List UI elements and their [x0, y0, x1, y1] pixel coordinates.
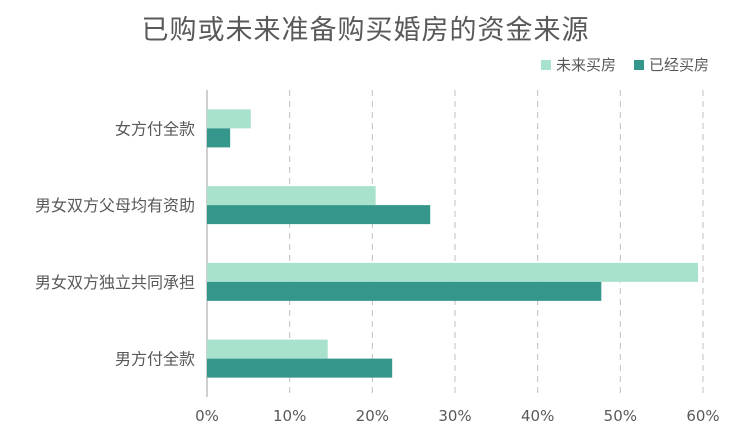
- x-tick-label: 20%: [356, 407, 389, 425]
- bar: [207, 128, 231, 148]
- legend-item-bought: 已经买房: [633, 54, 709, 75]
- legend-label-bought: 已经买房: [648, 56, 709, 74]
- category-label: 女方付全款: [115, 119, 195, 138]
- bar: [207, 262, 699, 282]
- category-label: 男方付全款: [115, 350, 195, 369]
- bar: [207, 281, 602, 301]
- bar: [207, 205, 431, 225]
- x-tick-label: 0%: [195, 407, 219, 425]
- bar: [207, 358, 393, 378]
- x-tick-label: 60%: [686, 407, 719, 425]
- bar: [207, 109, 251, 129]
- legend-label-future: 未来买房: [555, 56, 616, 74]
- bar: [207, 339, 328, 359]
- legend-item-future: 未来买房: [540, 54, 616, 75]
- legend-swatch-future: [540, 59, 551, 70]
- legend-swatch-bought: [633, 59, 644, 70]
- category-label: 男女双方父母均有资助: [35, 196, 195, 215]
- x-tick-label: 30%: [438, 407, 471, 425]
- legend: 未来买房 已经买房: [540, 54, 709, 75]
- bar: [207, 186, 376, 206]
- x-tick-label: 50%: [604, 407, 637, 425]
- chart-title: 已购或未来准备购买婚房的资金来源: [141, 15, 590, 46]
- category-label: 男女双方独立共同承担: [35, 273, 195, 292]
- x-tick-label: 10%: [273, 407, 306, 425]
- x-tick-label: 40%: [521, 407, 554, 425]
